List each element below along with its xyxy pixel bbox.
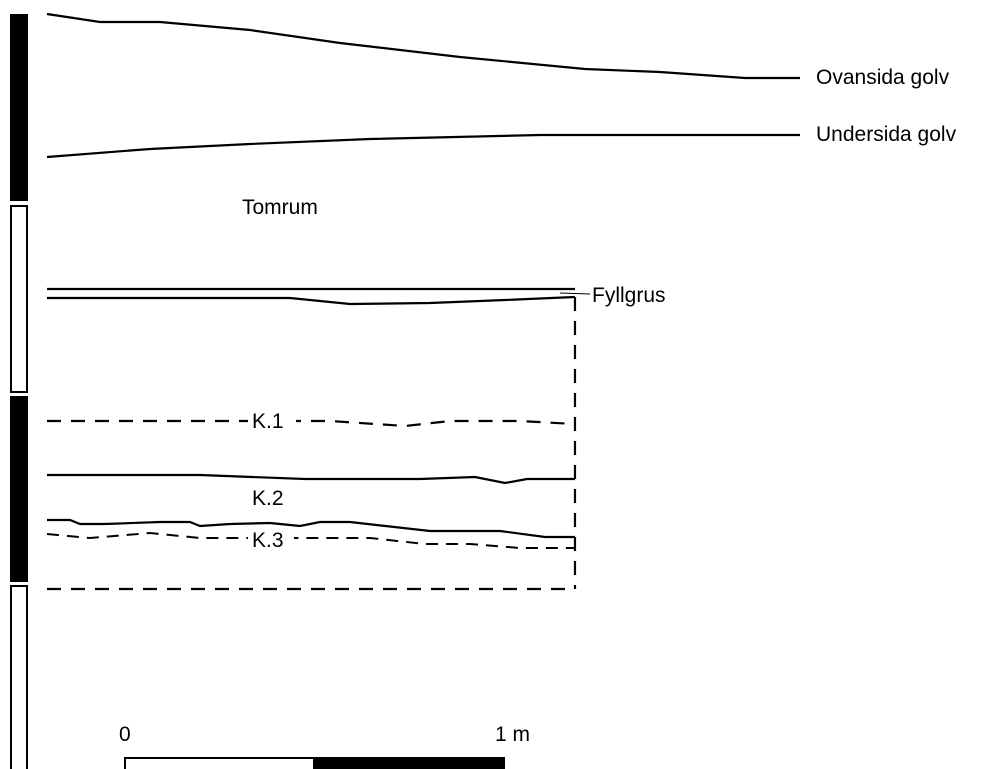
vertical-bar-segment-2 [10,205,28,393]
k3-label: K.3 [252,529,284,552]
scale-bar-white-segment [124,757,315,769]
floor-top-label: Ovansida golv [816,66,950,89]
k3-label-background [248,528,294,552]
fill-gravel-label: Fyllgrus [592,284,666,307]
k1-label: K.1 [252,410,284,433]
void-label: Tomrum [242,196,318,219]
fill-gravel-leader [559,292,591,295]
vertical-bar-segment-4 [10,585,28,769]
vertical-bar-segment-1 [10,14,28,201]
k1-layer-line [47,419,576,428]
k1-label-background [248,406,296,434]
vertical-reference-bar [10,14,28,769]
floor-underside-line [46,133,800,159]
scale-bar-black-segment [314,757,505,769]
scale-bar-start-label: 0 [119,723,131,746]
fill-gravel-bottom-line [47,295,576,306]
scale-bar: 0 1 m [119,723,530,769]
k2-layer-top-line [47,473,575,485]
floor-top-line [46,12,800,80]
vertical-bar-segment-3 [10,396,28,582]
k2-label: K.2 [252,487,284,510]
floor-underside-label: Undersida golv [816,123,957,146]
scale-bar-end-label: 1 m [495,723,530,746]
k3-layer-line [46,531,575,549]
k2-layer-bottom-line [47,518,575,539]
